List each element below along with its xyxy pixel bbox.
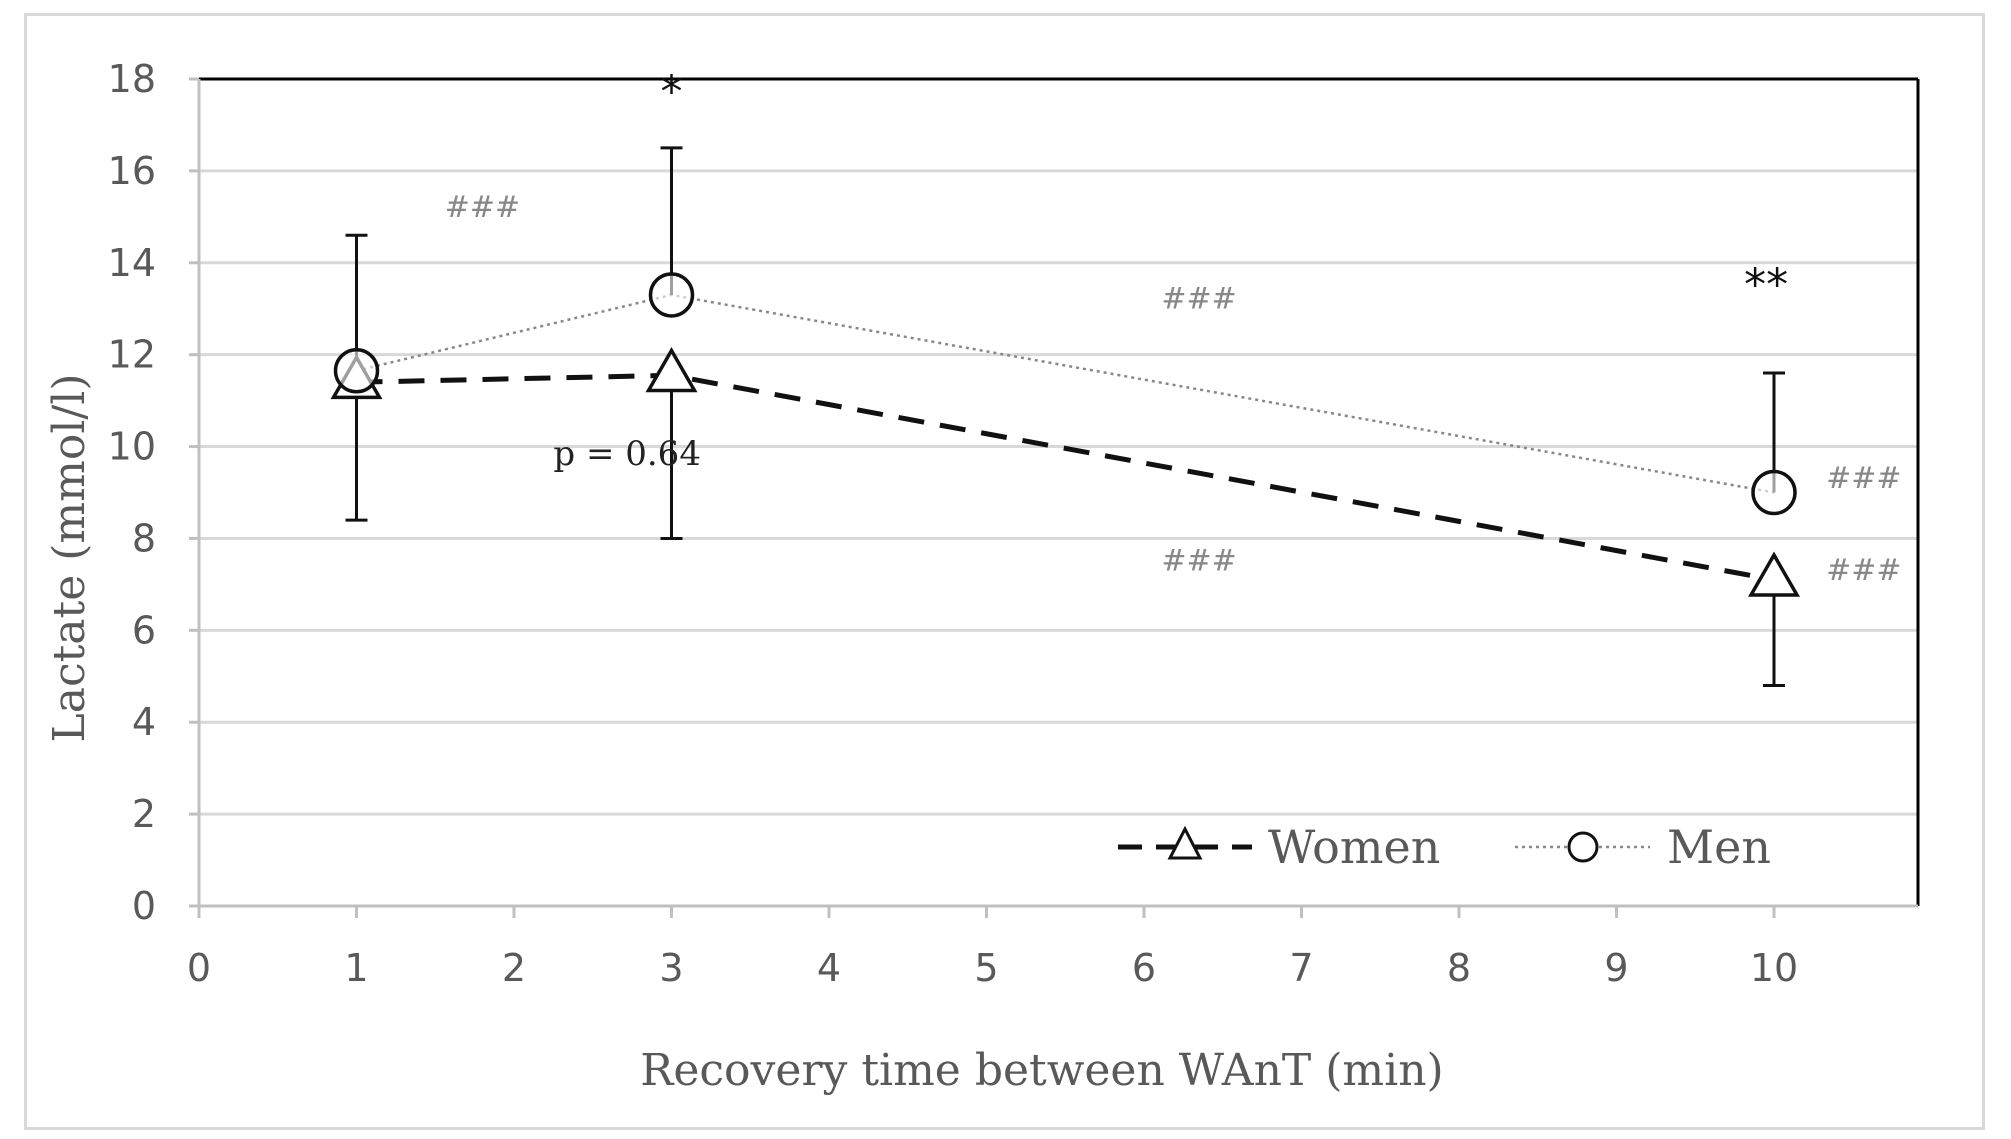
significance-hash: ### — [445, 190, 520, 225]
series — [330, 146, 1801, 687]
y-tick-label: 12 — [108, 333, 156, 377]
y-tick-label: 2 — [132, 792, 156, 836]
data-point-men — [1751, 469, 1797, 516]
y-tick-label: 16 — [108, 149, 156, 193]
x-axis-title: Recovery time between WAnT (min) — [640, 1045, 1443, 1096]
series-line-women — [356, 372, 1775, 583]
x-tick-label: 8 — [1447, 946, 1471, 990]
x-tick-label: 4 — [817, 946, 841, 990]
y-tick-label: 14 — [108, 241, 156, 285]
p-value-label: p = 0.64 — [553, 434, 701, 474]
x-tick-label: 0 — [187, 946, 211, 990]
y-tick-label: 10 — [108, 425, 156, 469]
x-tick-label: 2 — [502, 946, 526, 990]
x-tick-label: 5 — [974, 946, 998, 990]
significance-hash: ### — [1826, 553, 1901, 588]
x-tick-label: 1 — [344, 946, 368, 990]
data-point-men — [648, 272, 695, 318]
data-point-women — [645, 347, 698, 393]
legend-label-women: Women — [1268, 820, 1440, 874]
x-tick-label: 7 — [1289, 946, 1313, 990]
data-point-men — [333, 347, 380, 394]
x-tick-label: 10 — [1750, 946, 1798, 990]
y-tick-label: 6 — [132, 608, 156, 652]
significance-star: ** — [1744, 260, 1788, 311]
legend-marker-women — [1167, 825, 1203, 860]
annotations: ### * ### ### ** ### ### p = 0.64 — [445, 67, 1902, 588]
significance-hash: ### — [1826, 461, 1901, 496]
legend-marker-men — [1567, 831, 1599, 863]
y-tick-label: 18 — [108, 57, 156, 101]
x-tick-label: 6 — [1132, 946, 1156, 990]
y-tick-label: 4 — [132, 700, 156, 744]
x-tick-label: 3 — [659, 946, 683, 990]
chart-frame — [24, 13, 1985, 1130]
significance-hash: ### — [1161, 282, 1236, 317]
significance-star: * — [661, 67, 683, 118]
y-axis-title: Lactate (mmol/l) — [44, 374, 95, 743]
legend: Women Men — [1118, 820, 1771, 874]
y-tick-label: 8 — [132, 516, 156, 560]
x-tick-label: 9 — [1604, 946, 1628, 990]
data-point-women — [1747, 551, 1801, 597]
legend-label-men: Men — [1667, 820, 1771, 874]
y-tick-label: 0 — [132, 884, 156, 928]
significance-hash: ### — [1161, 544, 1236, 579]
